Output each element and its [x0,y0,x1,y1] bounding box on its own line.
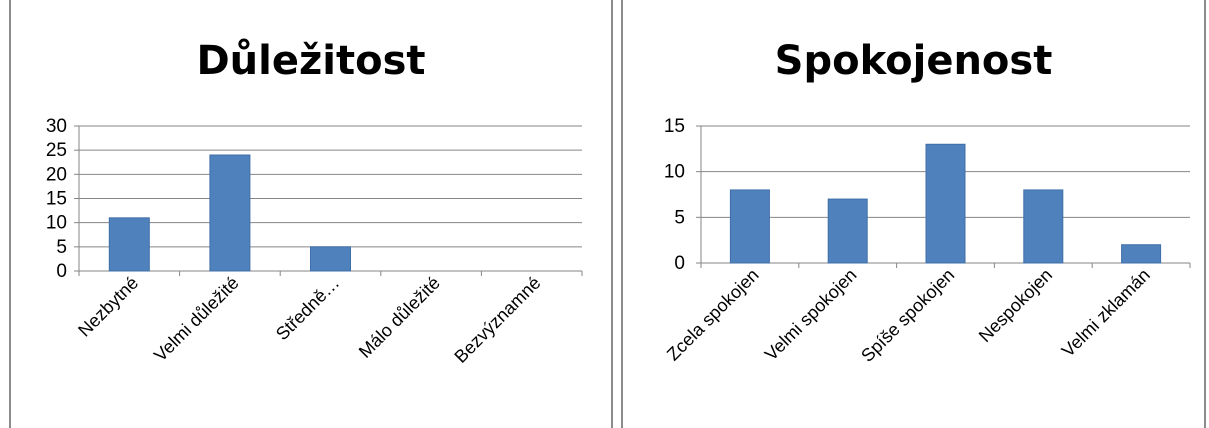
bar [209,154,251,272]
x-tick-label: Velmi zklamán [1058,265,1154,361]
right-panel-border-right [1204,0,1206,428]
x-tick-label: Velmi důležité [150,273,243,366]
bar [925,143,966,264]
bar [1121,244,1162,264]
right-panel-border-left [621,0,623,428]
left-panel-border-right [611,0,613,428]
x-tick-label: Bezvýznamné [450,273,544,367]
bar [827,198,868,264]
x-tick-label: Nespokojen [975,265,1056,346]
x-tick-label: Středně… [272,273,343,344]
y-tick-label: 10 [46,213,67,234]
x-tick-label: Spíše spokojen [857,265,958,366]
bar [1023,189,1064,264]
x-tick-label: Velmi spokojen [761,265,861,365]
chart-panel-importance: Důležitost [11,0,611,428]
chart-title: Spokojenost [774,38,1053,84]
y-tick-label: 5 [56,237,67,258]
y-tick-label: 10 [664,162,685,183]
chart-title: Důležitost [196,38,426,84]
bar [729,189,770,264]
y-tick-label: 0 [674,253,685,274]
x-tick-label: Nezbytné [74,273,142,341]
y-tick-label: 5 [674,207,685,228]
y-tick-label: 15 [664,116,685,137]
y-tick-label: 15 [46,189,67,210]
y-tick-label: 20 [46,164,67,185]
left-panel-border-left [9,0,11,428]
bar [310,246,351,272]
chart-panel-satisfaction: Spokojenost [623,0,1204,428]
bar [108,217,150,272]
x-tick-label: Málo důležité [355,273,444,362]
chart-0: 0 5 10 15 20 25 30 Nezbytné Velmi důležité Středn… [46,116,583,367]
x-tick-label: Zcela spokojen [663,265,763,365]
y-tick-label: 0 [56,261,67,282]
y-tick-label: 25 [46,140,67,161]
y-tick-label: 30 [46,116,67,137]
